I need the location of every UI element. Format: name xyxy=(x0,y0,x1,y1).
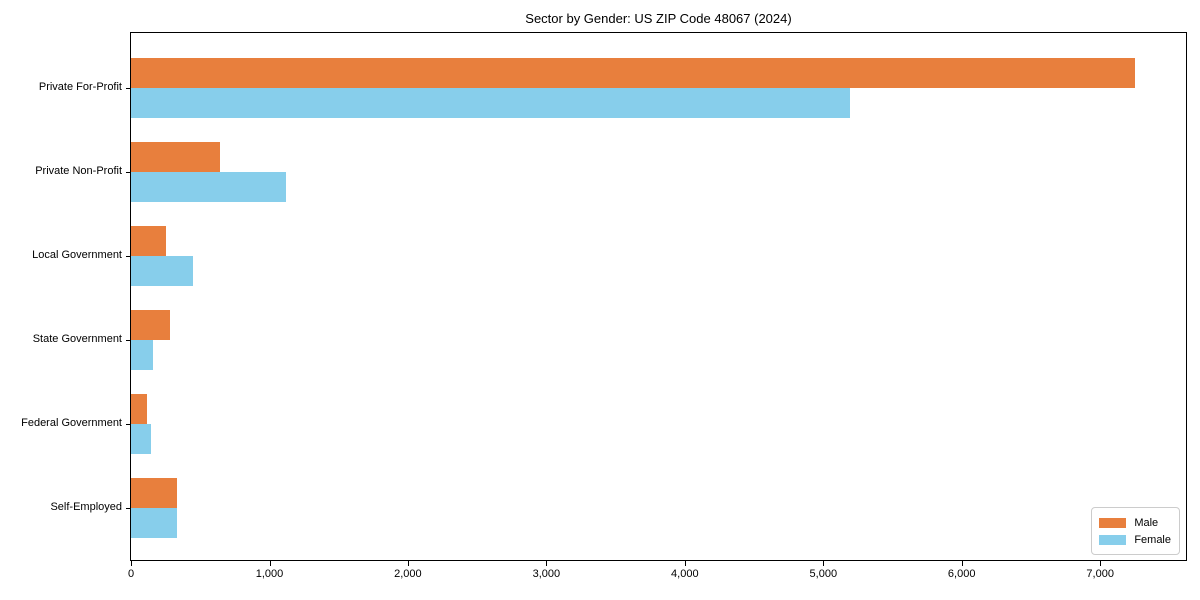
x-axis-tick-label: 2,000 xyxy=(394,568,422,580)
bar-male-self-employed xyxy=(131,478,178,508)
bar-female-self-employed xyxy=(131,508,177,538)
bar-male-private-for-profit xyxy=(131,58,1135,88)
legend: Male Female xyxy=(1091,507,1180,555)
x-tick-mark xyxy=(407,561,409,566)
bar-female-federal-government xyxy=(131,424,152,454)
y-axis-label-federal-government: Federal Government xyxy=(21,417,122,429)
x-axis-tick-label: 4,000 xyxy=(671,568,699,580)
y-axis-label-private-non-profit: Private Non-Profit xyxy=(35,165,122,177)
bar-female-private-non-profit xyxy=(131,172,287,202)
y-tick-mark xyxy=(126,172,130,173)
x-tick-mark xyxy=(823,561,825,566)
x-axis-tick-label: 0 xyxy=(127,568,135,580)
y-axis-label-self-employed: Self-Employed xyxy=(50,501,122,513)
bar-female-state-government xyxy=(131,340,153,370)
x-tick-mark xyxy=(269,561,271,566)
legend-swatch-female xyxy=(1099,534,1127,545)
y-axis-label-local-government: Local Government xyxy=(32,249,122,261)
x-tick-mark xyxy=(1100,561,1102,566)
x-tick-mark xyxy=(546,561,548,566)
x-axis-tick-label: 1,000 xyxy=(255,568,284,580)
x-tick-mark xyxy=(961,561,963,566)
x-axis-tick-label: 3,000 xyxy=(532,568,561,580)
y-tick-mark xyxy=(126,340,130,341)
x-tick-mark xyxy=(684,561,686,566)
legend-label-female: Female xyxy=(1134,533,1171,546)
legend-entry-female: Female xyxy=(1099,531,1171,548)
x-tick-mark xyxy=(131,561,132,566)
y-axis-label-state-government: State Government xyxy=(32,333,122,345)
bar-male-private-non-profit xyxy=(131,142,221,172)
bar-female-local-government xyxy=(131,256,194,286)
legend-swatch-male xyxy=(1099,517,1127,528)
bar-male-local-government xyxy=(131,226,167,256)
bar-male-state-government xyxy=(131,310,170,340)
x-axis-tick-label: 6,000 xyxy=(947,568,976,580)
legend-entry-male: Male xyxy=(1099,514,1171,531)
bar-male-federal-government xyxy=(131,394,147,424)
legend-label-male: Male xyxy=(1134,516,1159,529)
y-tick-mark xyxy=(126,508,130,509)
bar-female-private-for-profit xyxy=(131,88,850,118)
plot-area: Male Female xyxy=(130,32,1187,561)
x-axis-tick-label: 7,000 xyxy=(1086,568,1114,580)
y-tick-mark xyxy=(126,424,130,425)
x-axis-tick-label: 5,000 xyxy=(809,568,838,580)
y-tick-mark xyxy=(126,88,130,89)
y-tick-mark xyxy=(126,256,130,257)
y-axis-label-private-for-profit: Private For-Profit xyxy=(38,81,122,93)
chart-title: Sector by Gender: US ZIP Code 48067 (202… xyxy=(525,11,792,26)
